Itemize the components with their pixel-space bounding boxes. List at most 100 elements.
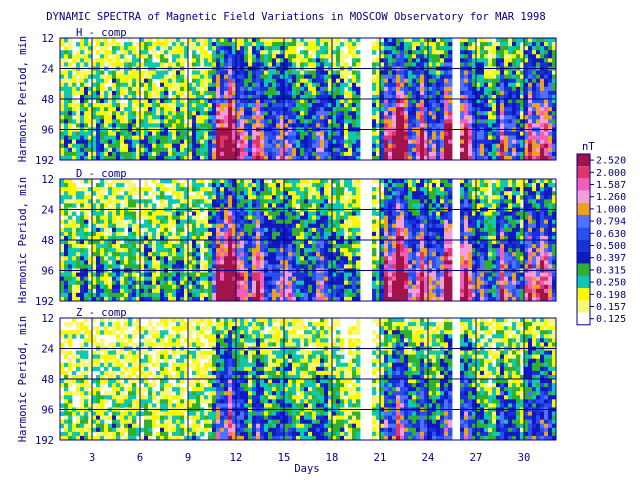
spectrum-cell [372, 107, 377, 112]
spectrum-cell [144, 58, 149, 63]
spectrum-cell [340, 90, 345, 96]
spectrum-cell [104, 260, 109, 265]
spectrum-cell [96, 155, 101, 161]
spectrum-cell [100, 252, 105, 257]
spectrum-cell [272, 179, 277, 184]
spectrum-cell [380, 107, 385, 112]
spectrum-cell [204, 70, 209, 75]
spectrum-cell [76, 260, 81, 265]
spectrum-cell [384, 131, 389, 136]
spectrum-cell [500, 139, 505, 145]
spectrum-cell [260, 58, 265, 63]
spectrum-cell [260, 38, 265, 43]
spectrum-cell [164, 151, 169, 157]
spectrum-cell [524, 86, 529, 92]
spectrum-cell [72, 288, 77, 294]
spectrum-cell [212, 195, 217, 200]
spectrum-cell [224, 227, 229, 233]
spectrum-cell [316, 119, 321, 124]
spectrum-cell [224, 90, 229, 96]
spectrum-cell [280, 86, 285, 92]
spectrum-cell [112, 86, 117, 92]
spectrum-cell [412, 90, 417, 96]
spectrum-cell [84, 115, 89, 120]
spectrum-cell [532, 74, 537, 80]
spectrum-cell [448, 135, 453, 141]
spectrum-cell [544, 103, 549, 108]
spectrum-cell [116, 179, 121, 184]
spectrum-cell [232, 94, 237, 100]
spectrum-cell [212, 46, 217, 51]
spectrum-cell [100, 107, 105, 112]
spectrum-cell [280, 42, 285, 47]
spectrum-cell [552, 42, 557, 47]
spectrum-cell [336, 155, 341, 161]
spectrum-cell [500, 107, 505, 112]
spectrum-cell [148, 143, 153, 149]
spectrum-cell [272, 211, 277, 216]
spectrum-cell [284, 99, 289, 104]
spectrum-cell [316, 94, 321, 100]
spectrum-cell [252, 70, 257, 75]
spectrum-cell [528, 38, 533, 43]
spectrum-cell [252, 131, 257, 136]
spectrum-cell [80, 280, 85, 286]
spectrum-cell [232, 70, 237, 75]
spectrum-cell [68, 135, 73, 141]
spectrum-cell [220, 151, 225, 157]
spectrum-cell [92, 191, 97, 196]
spectrum-cell [388, 82, 393, 88]
spectrum-cell [80, 99, 85, 104]
spectrum-cell [520, 151, 525, 157]
spectrum-cell [128, 151, 133, 157]
spectrum-cell [216, 103, 221, 108]
spectrum-cell [260, 227, 265, 233]
spectrum-cell [264, 215, 269, 221]
spectrum-cell [388, 94, 393, 100]
spectrum-cell [204, 143, 209, 149]
spectrum-cell [412, 50, 417, 55]
spectrum-cell [100, 284, 105, 290]
spectrum-cell [268, 256, 273, 261]
spectrum-cell [212, 244, 217, 249]
spectrum-cell [260, 107, 265, 112]
spectrum-cell [148, 155, 153, 161]
spectrum-cell [76, 62, 81, 67]
spectrum-cell [212, 203, 217, 208]
spectrum-cell [124, 211, 129, 216]
spectrum-cell [256, 183, 261, 188]
spectrum-cell [488, 58, 493, 63]
spectrum-cell [388, 62, 393, 67]
spectrum-cell [380, 74, 385, 80]
spectrum-cell [92, 155, 97, 161]
spectrum-cell [112, 235, 117, 241]
spectrum-cell [428, 123, 433, 128]
spectrum-cell [172, 78, 177, 84]
spectrum-cell [508, 82, 513, 88]
spectrum-cell [256, 260, 261, 265]
spectrum-cell [528, 58, 533, 63]
spectrum-cell [236, 131, 241, 136]
spectrum-cell [260, 46, 265, 51]
spectrum-cell [96, 219, 101, 225]
spectrum-cell [444, 82, 449, 88]
spectrum-cell [352, 155, 357, 161]
spectrum-cell [412, 42, 417, 47]
spectrum-cell [536, 143, 541, 149]
spectrum-cell [188, 284, 193, 290]
spectrum-cell [424, 135, 429, 141]
spectrum-cell [500, 70, 505, 75]
spectrum-cell [284, 54, 289, 59]
spectrum-cell [512, 82, 517, 88]
spectrum-cell [168, 111, 173, 116]
spectrum-cell [448, 99, 453, 104]
spectrum-cell [528, 139, 533, 145]
spectrum-cell [192, 248, 197, 253]
spectrum-cell [112, 272, 117, 277]
spectrum-cell [204, 252, 209, 257]
spectrum-cell [132, 70, 137, 75]
spectrum-cell [268, 276, 273, 282]
spectrum-cell [336, 135, 341, 141]
spectrum-cell [288, 42, 293, 47]
spectrum-cell [148, 46, 153, 51]
